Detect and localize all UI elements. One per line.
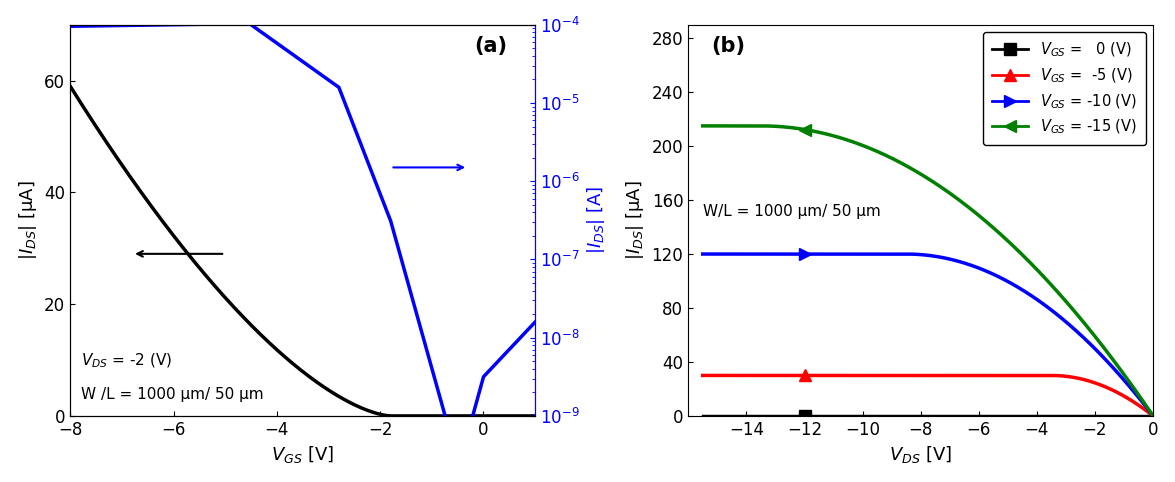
$V_{GS}$ = -15 (V) [741,123,756,129]
$V_{GS}$ = -15 (V) [1055,294,1069,300]
Text: (a): (a) [475,37,508,56]
$V_{GS}$ = -15 (V) [1047,285,1061,291]
$V_{GS}$ = -15 (V) [1005,242,1019,248]
$V_{GS}$ =  -5 (V) [894,373,908,378]
$V_{GS}$ =  -5 (V) [1146,413,1160,419]
Y-axis label: $|I_{DS}|$ [μA]: $|I_{DS}|$ [μA] [16,180,39,260]
$V_{GS}$ =   0 (V) [1146,413,1160,419]
X-axis label: $V_{GS}$ [V]: $V_{GS}$ [V] [271,444,334,465]
$V_{GS}$ =  -5 (V) [696,373,710,378]
Legend: $V_{GS}$ =   0 (V), $V_{GS}$ =  -5 (V), $V_{GS}$ = -10 (V), $V_{GS}$ = -15 (V): $V_{GS}$ = 0 (V), $V_{GS}$ = -5 (V), $V_… [983,32,1146,145]
$V_{GS}$ =  -5 (V) [1055,373,1069,379]
Text: $V_{DS}$ = -2 (V): $V_{DS}$ = -2 (V) [81,352,172,370]
$V_{GS}$ =  -5 (V) [741,373,756,378]
Text: (b): (b) [711,37,745,56]
$V_{GS}$ =  -5 (V) [878,373,892,378]
Y-axis label: $|I_{DS}|$ [μA]: $|I_{DS}|$ [μA] [624,180,646,260]
Text: W/L = 1000 μm/ 50 μm: W/L = 1000 μm/ 50 μm [703,204,880,219]
Line: $V_{GS}$ = -10 (V): $V_{GS}$ = -10 (V) [703,254,1153,416]
$V_{GS}$ = -10 (V) [894,251,908,257]
Text: W /L = 1000 μm/ 50 μm: W /L = 1000 μm/ 50 μm [81,387,263,402]
Y-axis label: $|I_{DS}|$ [A]: $|I_{DS}|$ [A] [585,186,607,254]
Line: $V_{GS}$ = -15 (V): $V_{GS}$ = -15 (V) [703,126,1153,416]
$V_{GS}$ =  -5 (V) [1047,373,1061,378]
$V_{GS}$ = -10 (V) [696,251,710,257]
$V_{GS}$ =   0 (V) [1005,413,1019,419]
$V_{GS}$ =   0 (V) [878,413,892,419]
$V_{GS}$ = -15 (V) [696,123,710,129]
$V_{GS}$ = -10 (V) [1047,309,1061,315]
X-axis label: $V_{DS}$ [V]: $V_{DS}$ [V] [889,444,952,465]
$V_{GS}$ =   0 (V) [1055,413,1069,419]
$V_{GS}$ =   0 (V) [1047,413,1061,419]
$V_{GS}$ =  -5 (V) [1005,373,1019,378]
$V_{GS}$ = -15 (V) [878,152,892,158]
$V_{GS}$ = -10 (V) [1146,413,1160,419]
$V_{GS}$ =   0 (V) [894,413,908,419]
$V_{GS}$ = -15 (V) [1146,413,1160,419]
$V_{GS}$ =   0 (V) [741,413,756,419]
$V_{GS}$ = -15 (V) [894,160,908,166]
$V_{GS}$ = -10 (V) [741,251,756,257]
$V_{GS}$ =   0 (V) [696,413,710,419]
Line: $V_{GS}$ =  -5 (V): $V_{GS}$ = -5 (V) [703,375,1153,416]
$V_{GS}$ = -10 (V) [1005,281,1019,287]
$V_{GS}$ = -10 (V) [878,251,892,257]
$V_{GS}$ = -10 (V) [1055,316,1069,321]
